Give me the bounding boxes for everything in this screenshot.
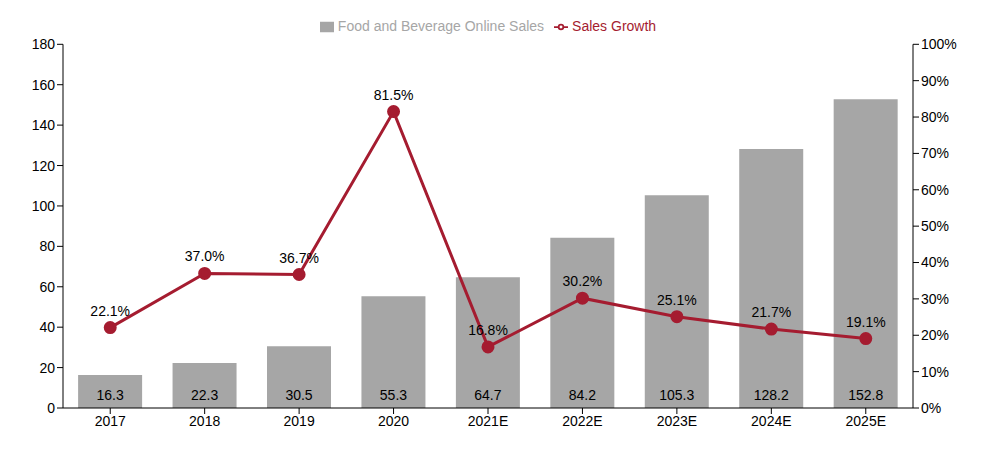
svg-text:100%: 100% <box>921 36 957 52</box>
svg-text:21.7%: 21.7% <box>751 304 791 320</box>
svg-text:22.1%: 22.1% <box>90 303 130 319</box>
svg-text:60%: 60% <box>921 182 949 198</box>
svg-text:160: 160 <box>32 77 56 93</box>
svg-text:2021E: 2021E <box>468 413 508 429</box>
svg-text:60: 60 <box>39 279 55 295</box>
svg-text:0%: 0% <box>921 400 941 416</box>
svg-text:30%: 30% <box>921 291 949 307</box>
svg-text:2018: 2018 <box>189 413 220 429</box>
svg-text:80%: 80% <box>921 109 949 125</box>
svg-text:37.0%: 37.0% <box>185 248 225 264</box>
html-text:Food and Beverage Online Sales: Food and Beverage Online Sales <box>337 18 545 34</box>
svg-text:128.2: 128.2 <box>754 387 789 403</box>
svg-text:19.1%: 19.1% <box>846 314 886 330</box>
svg-text:16.3: 16.3 <box>96 387 123 403</box>
svg-text:140: 140 <box>32 117 56 133</box>
svg-text:70%: 70% <box>921 145 949 161</box>
svg-text:16.8%: 16.8% <box>468 322 508 338</box>
svg-text:2022E: 2022E <box>562 413 602 429</box>
svg-text:20: 20 <box>39 360 55 376</box>
svg-text:25.1%: 25.1% <box>657 292 697 308</box>
svg-text:2019: 2019 <box>284 413 315 429</box>
svg-text:80: 80 <box>39 238 55 254</box>
svg-text:2020: 2020 <box>378 413 409 429</box>
svg-text:90%: 90% <box>921 73 949 89</box>
svg-text:30.5: 30.5 <box>285 387 312 403</box>
html-text:Sales Growth: Sales Growth <box>572 18 657 34</box>
svg-text:180: 180 <box>32 36 56 52</box>
svg-text:84.2: 84.2 <box>569 387 596 403</box>
svg-text:55.3: 55.3 <box>380 387 407 403</box>
svg-text:2025E: 2025E <box>846 413 886 429</box>
svg-text:120: 120 <box>32 158 56 174</box>
svg-text:36.7%: 36.7% <box>279 250 319 266</box>
svg-text:152.8: 152.8 <box>848 387 883 403</box>
svg-text:22.3: 22.3 <box>191 387 218 403</box>
svg-text:10%: 10% <box>921 364 949 380</box>
svg-text:0: 0 <box>47 400 55 416</box>
svg-text:100: 100 <box>32 198 56 214</box>
svg-text:2024E: 2024E <box>751 413 791 429</box>
svg-text:2023E: 2023E <box>657 413 697 429</box>
svg-text:30.2%: 30.2% <box>563 273 603 289</box>
svg-text:2017: 2017 <box>95 413 126 429</box>
svg-text:64.7: 64.7 <box>474 387 501 403</box>
svg-text:81.5%: 81.5% <box>374 87 414 103</box>
svg-text:105.3: 105.3 <box>659 387 694 403</box>
svg-text:50%: 50% <box>921 218 949 234</box>
svg-text:40%: 40% <box>921 254 949 270</box>
svg-text:40: 40 <box>39 319 55 335</box>
svg-text:20%: 20% <box>921 327 949 343</box>
